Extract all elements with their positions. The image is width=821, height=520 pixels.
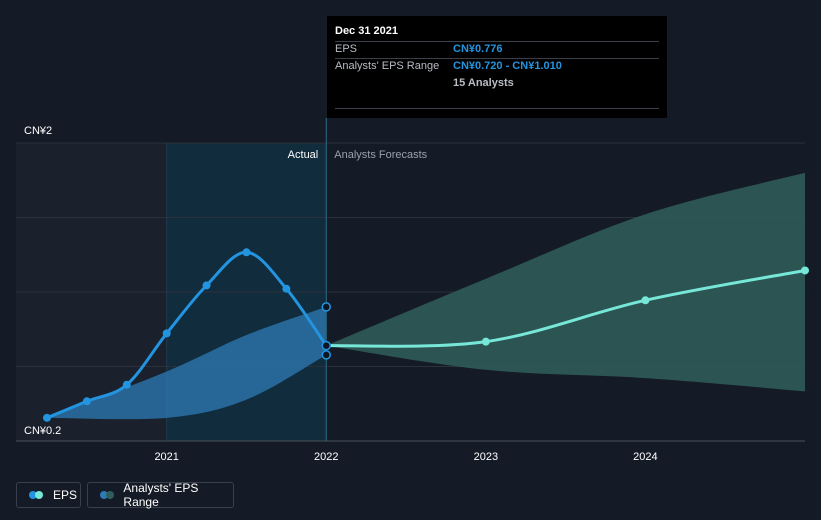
eps-actual-point	[242, 248, 251, 257]
x-tick-label: 2024	[633, 451, 657, 463]
eps-forecast-end-point	[801, 266, 809, 275]
eps-current-marker	[321, 340, 332, 351]
range-low-marker	[321, 350, 332, 360]
eps-legend-icon	[29, 491, 45, 499]
tooltip-eps-label: EPS	[335, 43, 358, 55]
eps-actual-point	[122, 380, 131, 389]
legend-eps[interactable]: EPS	[16, 482, 81, 508]
y-tick-label: CN¥2	[24, 125, 52, 137]
eps-actual-point	[202, 281, 211, 290]
eps-actual-point	[82, 397, 91, 406]
tooltip-divider	[335, 58, 659, 59]
forecast-label: Analysts Forecasts	[334, 149, 427, 161]
range-legend-icon	[100, 491, 115, 499]
legend-range-label: Analysts' EPS Range	[123, 481, 199, 509]
x-tick-label: 2022	[314, 451, 338, 463]
eps-forecast-point	[641, 296, 650, 305]
tooltip-date: Dec 31 2021	[335, 25, 398, 37]
tooltip-range-value: CN¥0.720 - CN¥1.010	[453, 60, 562, 72]
x-tick-label: 2023	[474, 451, 498, 463]
tooltip-range-label: Analysts' EPS Range	[335, 60, 440, 72]
y-tick-label: CN¥0.2	[24, 425, 61, 437]
tooltip-divider	[335, 108, 659, 109]
eps-line-forecast	[326, 269, 806, 348]
tooltip: Dec 31 2021 EPS CN¥0.776 Analysts' EPS R…	[327, 16, 667, 118]
legend-eps-range[interactable]: Analysts' EPS Range	[87, 481, 234, 509]
actual-label: Actual	[288, 149, 319, 161]
eps-forecast-point	[481, 337, 490, 346]
tooltip-eps-value: CN¥0.776	[453, 43, 503, 55]
eps-actual-point	[162, 329, 171, 338]
tooltip-divider	[335, 41, 659, 42]
eps-actual-point	[282, 284, 291, 293]
range-band-actual	[47, 306, 327, 420]
range-band-forecast	[326, 172, 805, 392]
eps-points	[43, 248, 809, 422]
x-tick-label: 2021	[154, 451, 178, 463]
range-high-marker	[321, 302, 332, 312]
tooltip-analysts-count: 15 Analysts	[453, 77, 514, 89]
legend-eps-label: EPS	[53, 488, 78, 502]
axis-labels: CN¥2 CN¥0.2 2021 2022 2023 2024 Actual Analysts…	[24, 125, 658, 463]
eps-actual-point	[43, 413, 51, 422]
